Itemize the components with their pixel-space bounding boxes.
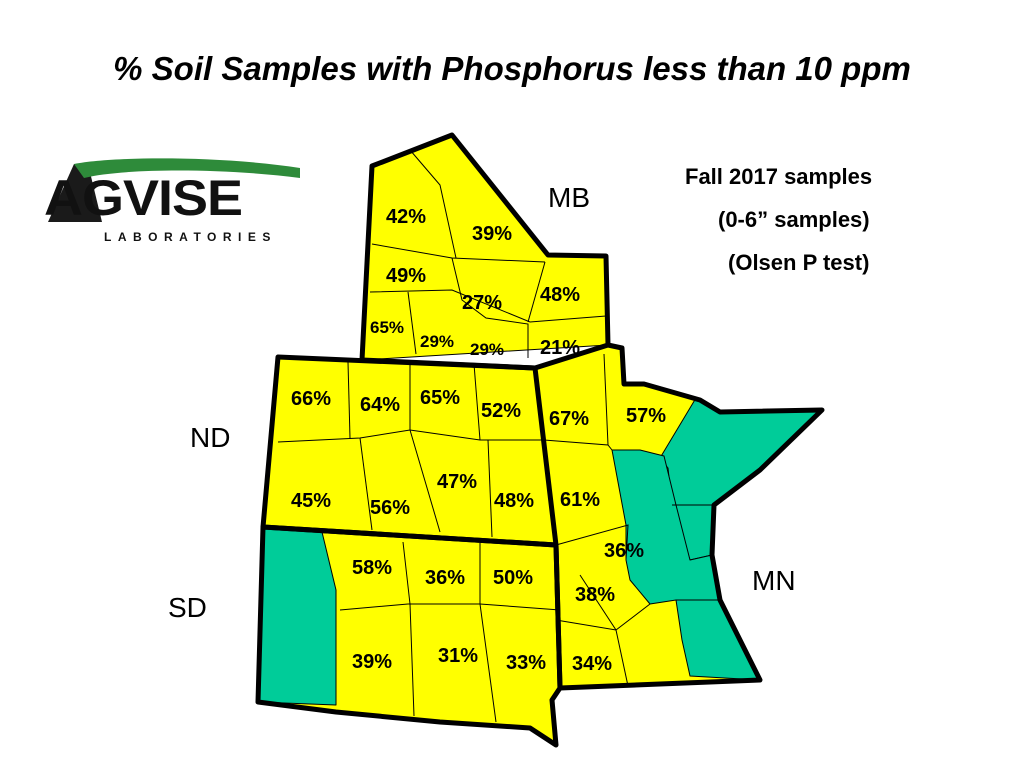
- region-value: 36%: [425, 567, 466, 589]
- region-value: 29%: [420, 332, 455, 351]
- region-value: 67%: [549, 408, 590, 430]
- state-label-sd: SD: [168, 592, 207, 623]
- region-value: 65%: [370, 318, 405, 337]
- sd-nodata-west: [257, 526, 337, 706]
- region-value: 21%: [540, 337, 581, 359]
- region-value: 27%: [462, 292, 503, 314]
- region-value: 65%: [420, 387, 461, 409]
- region-value: 38%: [575, 584, 616, 606]
- info-line-test: (Olsen P test): [728, 250, 870, 275]
- agvise-logo: [48, 158, 300, 233]
- mn-nodata-east: [611, 449, 761, 681]
- region-value: 48%: [540, 284, 581, 306]
- region-value: 31%: [438, 645, 479, 667]
- region-value: 33%: [506, 652, 547, 674]
- region-value: 48%: [494, 490, 535, 512]
- region-value: 47%: [437, 471, 478, 493]
- region-value: 66%: [291, 388, 332, 410]
- state-label-mb: MB: [548, 182, 590, 213]
- region-value: 52%: [481, 400, 522, 422]
- state-label-mn: MN: [752, 565, 796, 596]
- region-value: 42%: [386, 206, 427, 228]
- region-value: 56%: [370, 497, 411, 519]
- info-line-season: Fall 2017 samples: [685, 164, 873, 189]
- region-value: 45%: [291, 490, 332, 512]
- region-value: 36%: [604, 540, 645, 562]
- region-value: 50%: [493, 567, 534, 589]
- region-value: 39%: [352, 651, 393, 673]
- region-value: 64%: [360, 394, 401, 416]
- info-line-depth: (0-6” samples): [718, 207, 870, 232]
- logo-subtitle: LABORATORIES: [104, 230, 277, 244]
- logo-wordmark: AGVISE: [44, 170, 243, 227]
- region-value: 58%: [352, 557, 393, 579]
- region-value: 61%: [560, 489, 601, 511]
- state-label-nd: ND: [190, 422, 231, 453]
- region-value: 49%: [386, 265, 427, 287]
- region-value: 34%: [572, 653, 613, 675]
- page-title: % Soil Samples with Phosphorus less than…: [113, 50, 911, 87]
- region-value: 57%: [626, 405, 667, 427]
- region-value: 39%: [472, 223, 513, 245]
- region-value: 29%: [470, 340, 505, 359]
- mn-border: [553, 342, 825, 691]
